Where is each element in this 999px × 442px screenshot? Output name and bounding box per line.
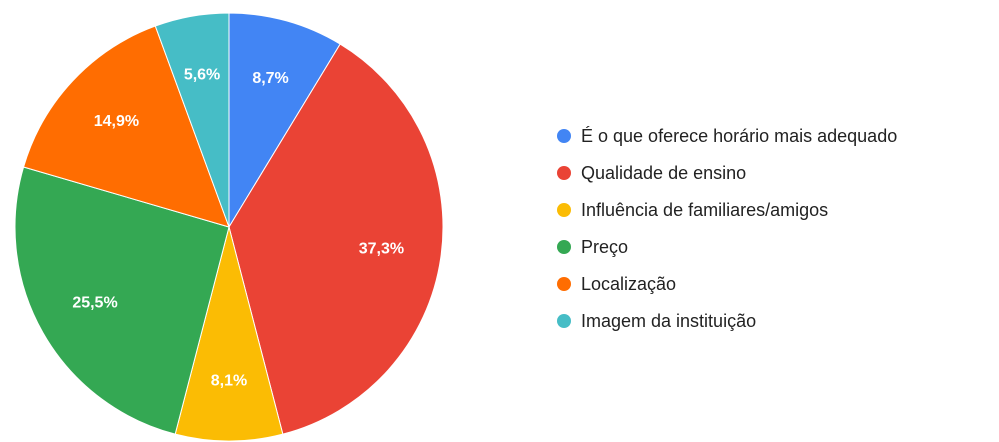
pie-slice: [22, 25, 230, 228]
legend-marker: [557, 166, 571, 180]
slice-label: 8,7%: [252, 70, 288, 87]
legend-marker: [557, 277, 571, 291]
legend-marker: [557, 314, 571, 328]
pie-slice: [228, 43, 444, 435]
slice-label: 25,5%: [72, 294, 117, 311]
slice-label: 5,6%: [184, 67, 220, 84]
legend-marker: [557, 203, 571, 217]
legend-label: Localização: [581, 274, 676, 294]
legend-marker: [557, 129, 571, 143]
pie-slice: [14, 166, 230, 435]
pie-slice: [174, 225, 284, 442]
legend-marker: [557, 240, 571, 254]
legend-label: Qualidade de ensino: [581, 163, 746, 183]
legend-label: Imagem da instituição: [581, 311, 756, 331]
pie-slice: [154, 12, 230, 228]
slice-label: 8,1%: [211, 372, 247, 389]
legend-label: Preço: [581, 237, 628, 257]
slice-label: 37,3%: [359, 241, 404, 258]
pie-slice: [228, 12, 341, 229]
legend-label: É o que oferece horário mais adequado: [581, 126, 897, 146]
slice-label: 14,9%: [94, 113, 139, 130]
legend-label: Influência de familiares/amigos: [581, 200, 828, 220]
